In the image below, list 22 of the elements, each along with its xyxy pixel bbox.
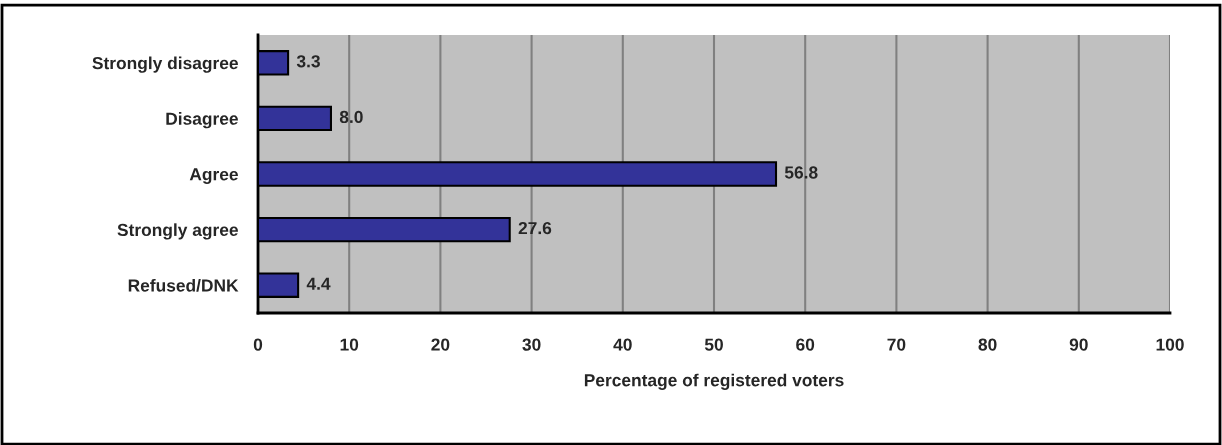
x-tick-label: 80 — [978, 338, 997, 351]
x-tick-label: 0 — [253, 338, 263, 351]
data-label: 4.4 — [306, 277, 331, 290]
x-tick-label: 50 — [704, 338, 723, 351]
x-tick-label: 70 — [887, 338, 906, 351]
x-axis-title: Percentage of registered voters — [584, 373, 844, 390]
x-tick-label: 60 — [796, 338, 815, 351]
y-tick-label: Disagree — [166, 112, 238, 129]
data-label: 8.0 — [339, 110, 363, 124]
x-tick-label: 40 — [613, 338, 632, 351]
data-label: 3.3 — [296, 55, 320, 68]
x-tick-label: 100 — [1156, 338, 1184, 351]
y-tick-label: Agree — [189, 168, 238, 184]
x-tick-label: 30 — [522, 338, 541, 351]
data-label: 56.8 — [784, 166, 818, 179]
y-tick-label: Refused/DNK — [128, 278, 239, 292]
y-tick-label: Strongly agree — [117, 223, 238, 240]
x-tick-label: 20 — [431, 338, 450, 351]
y-tick-label: Strongly disagree — [92, 56, 238, 73]
x-tick-label: 90 — [1069, 338, 1088, 351]
data-label: 27.6 — [518, 221, 552, 235]
x-tick-label: 10 — [340, 338, 359, 351]
